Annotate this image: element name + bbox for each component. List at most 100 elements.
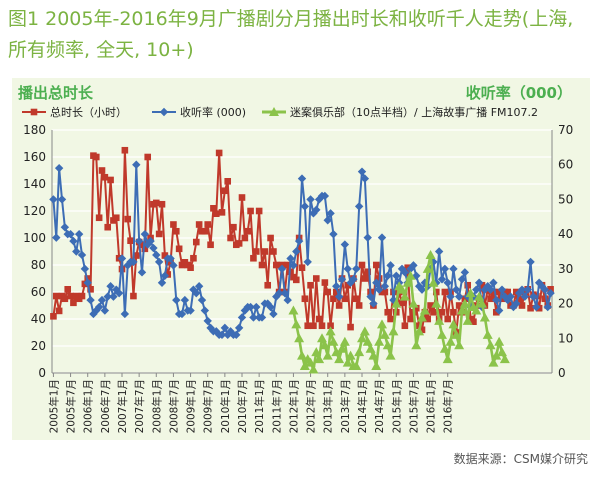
data-point bbox=[490, 288, 497, 296]
data-point bbox=[454, 340, 465, 350]
data-point bbox=[487, 295, 494, 303]
data-point bbox=[249, 313, 258, 322]
data-point bbox=[306, 195, 315, 204]
data-point bbox=[52, 292, 60, 300]
data-point bbox=[175, 245, 183, 253]
x-tick-label: 2014年7月 bbox=[373, 379, 386, 433]
data-point bbox=[187, 264, 194, 271]
x-tick-label: 2016年1月 bbox=[425, 379, 438, 433]
data-point bbox=[385, 350, 396, 360]
data-point bbox=[371, 361, 382, 371]
data-point bbox=[64, 286, 72, 293]
data-point bbox=[327, 322, 334, 330]
data-point bbox=[471, 305, 482, 315]
y-tick-label: 100 bbox=[23, 231, 46, 245]
data-point bbox=[224, 178, 232, 185]
series-3 bbox=[288, 249, 510, 374]
data-point bbox=[438, 308, 446, 316]
data-point bbox=[270, 248, 277, 255]
data-point bbox=[392, 271, 401, 280]
data-point bbox=[322, 350, 333, 360]
data-point bbox=[419, 305, 430, 315]
data-point bbox=[307, 281, 314, 289]
data-point bbox=[382, 340, 393, 350]
data-point bbox=[92, 153, 100, 161]
data-point bbox=[349, 275, 358, 284]
data-point bbox=[472, 285, 481, 294]
data-point bbox=[391, 298, 402, 308]
data-point bbox=[540, 285, 550, 294]
data-point bbox=[247, 207, 254, 215]
data-point bbox=[474, 278, 484, 287]
data-point bbox=[227, 234, 234, 242]
x-tick-label: 2009年1月 bbox=[185, 379, 198, 433]
data-point bbox=[432, 288, 440, 296]
data-point bbox=[86, 295, 95, 305]
data-point bbox=[190, 254, 197, 262]
data-point bbox=[407, 315, 414, 323]
x-tick-label: 2012年1月 bbox=[287, 379, 300, 433]
data-point bbox=[425, 249, 436, 259]
y2-tick-label: 40 bbox=[558, 227, 573, 241]
data-point bbox=[252, 248, 260, 255]
data-point bbox=[104, 223, 112, 231]
data-point bbox=[269, 309, 278, 319]
data-point bbox=[203, 316, 212, 326]
data-point bbox=[124, 215, 132, 223]
x-tick-label: 2010年1月 bbox=[219, 379, 232, 433]
x-tick-label: 2005年1月 bbox=[47, 379, 60, 433]
data-point bbox=[312, 275, 320, 282]
data-point bbox=[430, 308, 437, 316]
data-point bbox=[457, 275, 467, 284]
x-tick-label: 2006年7月 bbox=[99, 379, 112, 433]
x-tick-label: 2007年7月 bbox=[133, 379, 146, 433]
y2-tick-label: 50 bbox=[558, 192, 573, 206]
data-point bbox=[494, 306, 504, 315]
data-point bbox=[320, 191, 330, 201]
data-point bbox=[354, 347, 365, 357]
data-point bbox=[323, 216, 332, 225]
right-axis-title: 收听率（000） bbox=[465, 84, 572, 102]
data-point bbox=[412, 304, 420, 312]
data-point bbox=[127, 237, 134, 244]
data-point bbox=[344, 281, 352, 289]
y-tick-label: 160 bbox=[23, 150, 46, 164]
data-point bbox=[383, 271, 392, 280]
data-point bbox=[132, 160, 141, 169]
data-point bbox=[427, 302, 434, 309]
data-point bbox=[77, 250, 87, 260]
data-point bbox=[332, 288, 340, 296]
data-point bbox=[464, 281, 472, 289]
y2-tick-label: 30 bbox=[558, 262, 573, 276]
x-tick-label: 2006年1月 bbox=[82, 379, 95, 433]
data-point bbox=[292, 247, 301, 256]
data-point bbox=[130, 292, 137, 300]
data-point bbox=[172, 227, 180, 235]
data-point bbox=[220, 323, 230, 333]
y2-tick-label: 60 bbox=[558, 158, 573, 172]
data-point bbox=[244, 227, 252, 235]
data-point bbox=[462, 315, 473, 325]
data-point bbox=[221, 187, 229, 195]
x-tick-label: 2008年1月 bbox=[150, 379, 163, 433]
data-point bbox=[98, 167, 106, 174]
data-point bbox=[347, 323, 354, 331]
data-point bbox=[286, 254, 295, 263]
data-point bbox=[155, 230, 163, 238]
data-point bbox=[398, 299, 406, 307]
data-point bbox=[269, 107, 279, 116]
data-point bbox=[74, 229, 84, 239]
data-point bbox=[312, 205, 321, 215]
data-point bbox=[210, 205, 217, 212]
x-tick-label: 2015年7月 bbox=[407, 379, 420, 433]
data-point bbox=[207, 241, 214, 249]
data-point bbox=[341, 295, 349, 303]
data-point bbox=[358, 261, 366, 269]
data-point bbox=[498, 295, 506, 303]
data-point bbox=[235, 240, 243, 247]
data-point bbox=[527, 304, 534, 312]
data-point bbox=[172, 295, 181, 305]
series-layer bbox=[49, 146, 555, 374]
data-point bbox=[457, 305, 467, 315]
